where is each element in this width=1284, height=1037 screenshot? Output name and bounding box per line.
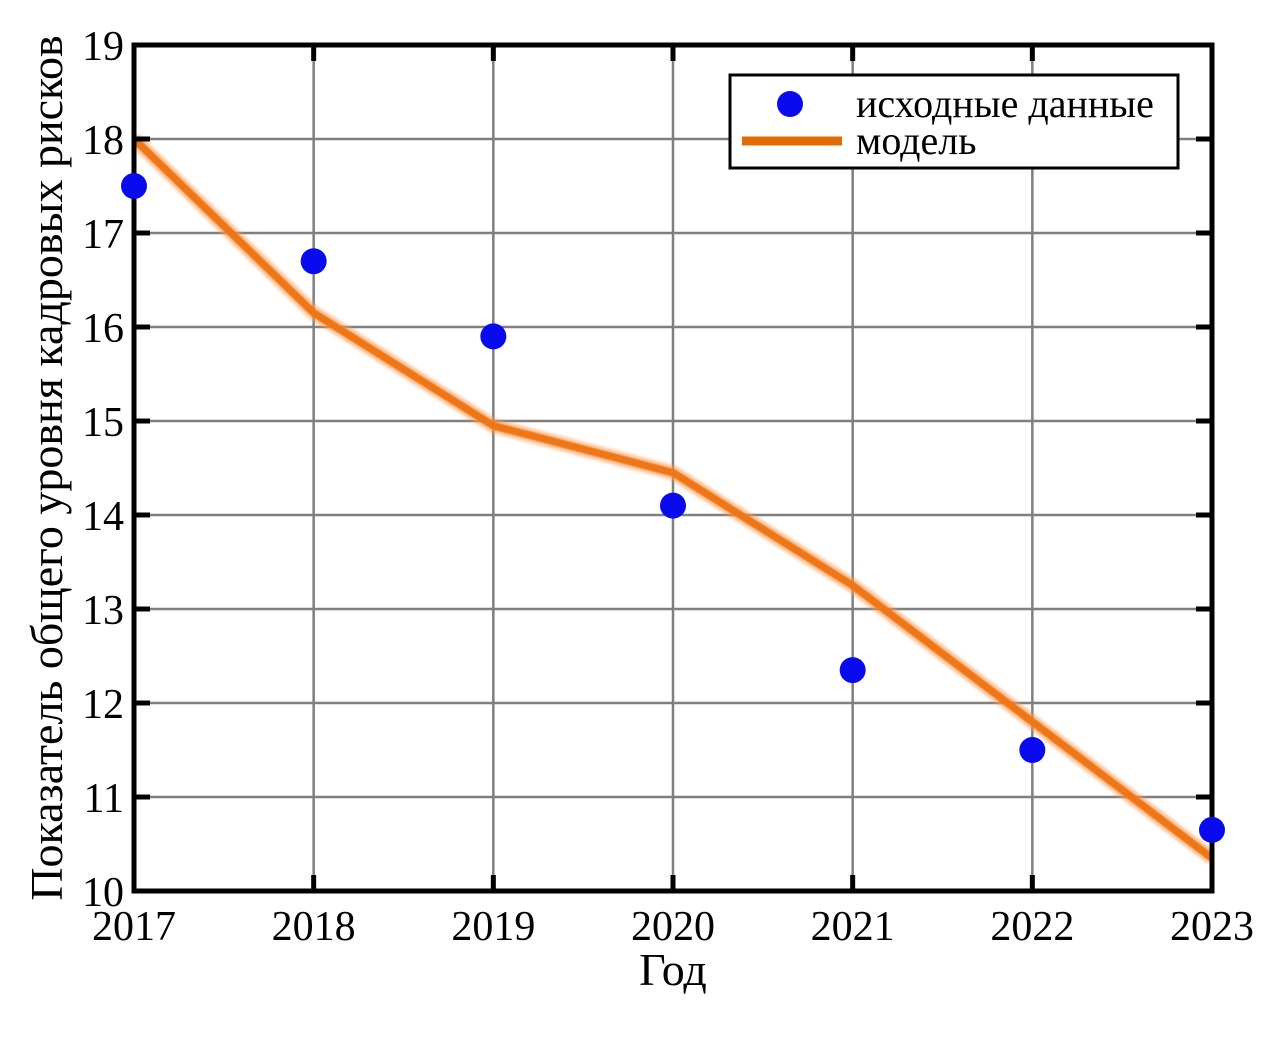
model-line: [134, 136, 1212, 862]
data-point-2020: [660, 492, 686, 519]
x-tick-label-2023: 2023: [1170, 904, 1254, 950]
data-point-2018: [300, 248, 327, 275]
data-point-2021: [839, 657, 866, 684]
y-tick-label-12: 12: [82, 682, 124, 728]
y-tick-label-19: 19: [82, 24, 124, 70]
x-tick-label-2021: 2021: [811, 904, 895, 950]
legend-box: [728, 73, 1180, 170]
data-point-2019: [480, 323, 507, 350]
y-tick-label-14: 14: [82, 494, 124, 540]
y-axis-title: Показатель общего уровня кадровых рисков: [21, 35, 72, 900]
legend: исходные данные модель: [728, 73, 1180, 170]
x-axis-title: Год: [639, 944, 707, 995]
data-point-layer: [121, 173, 1225, 843]
legend-label-data: исходные данные: [856, 81, 1154, 126]
legend-marker-data: [777, 91, 803, 117]
y-tick-label-18: 18: [82, 118, 124, 164]
tick-label-layer: 2017 2018 2019 2020 2021 2022 2023 10 11 12 13 14 15…: [82, 24, 1254, 950]
y-tick-label-11: 11: [84, 776, 124, 822]
data-point-2017: [121, 173, 147, 199]
x-tick-label-2020: 2020: [631, 904, 715, 950]
x-tick-label-2019: 2019: [451, 904, 535, 950]
x-tick-label-2017: 2017: [92, 904, 176, 950]
y-tick-label-16: 16: [82, 306, 124, 352]
series-layer: [134, 133, 1212, 864]
y-tick-label-15: 15: [82, 400, 124, 446]
x-tick-label-2018: 2018: [272, 904, 356, 950]
y-tick-label-13: 13: [82, 588, 124, 634]
x-tick-label-2022: 2022: [990, 904, 1074, 950]
y-tick-label-10: 10: [82, 870, 124, 916]
legend-label-model: модель: [856, 118, 976, 163]
data-point-2023: [1199, 816, 1225, 843]
y-tick-label-17: 17: [82, 212, 124, 258]
tick-layer: [131, 42, 1215, 894]
data-point-2022: [1019, 737, 1046, 763]
